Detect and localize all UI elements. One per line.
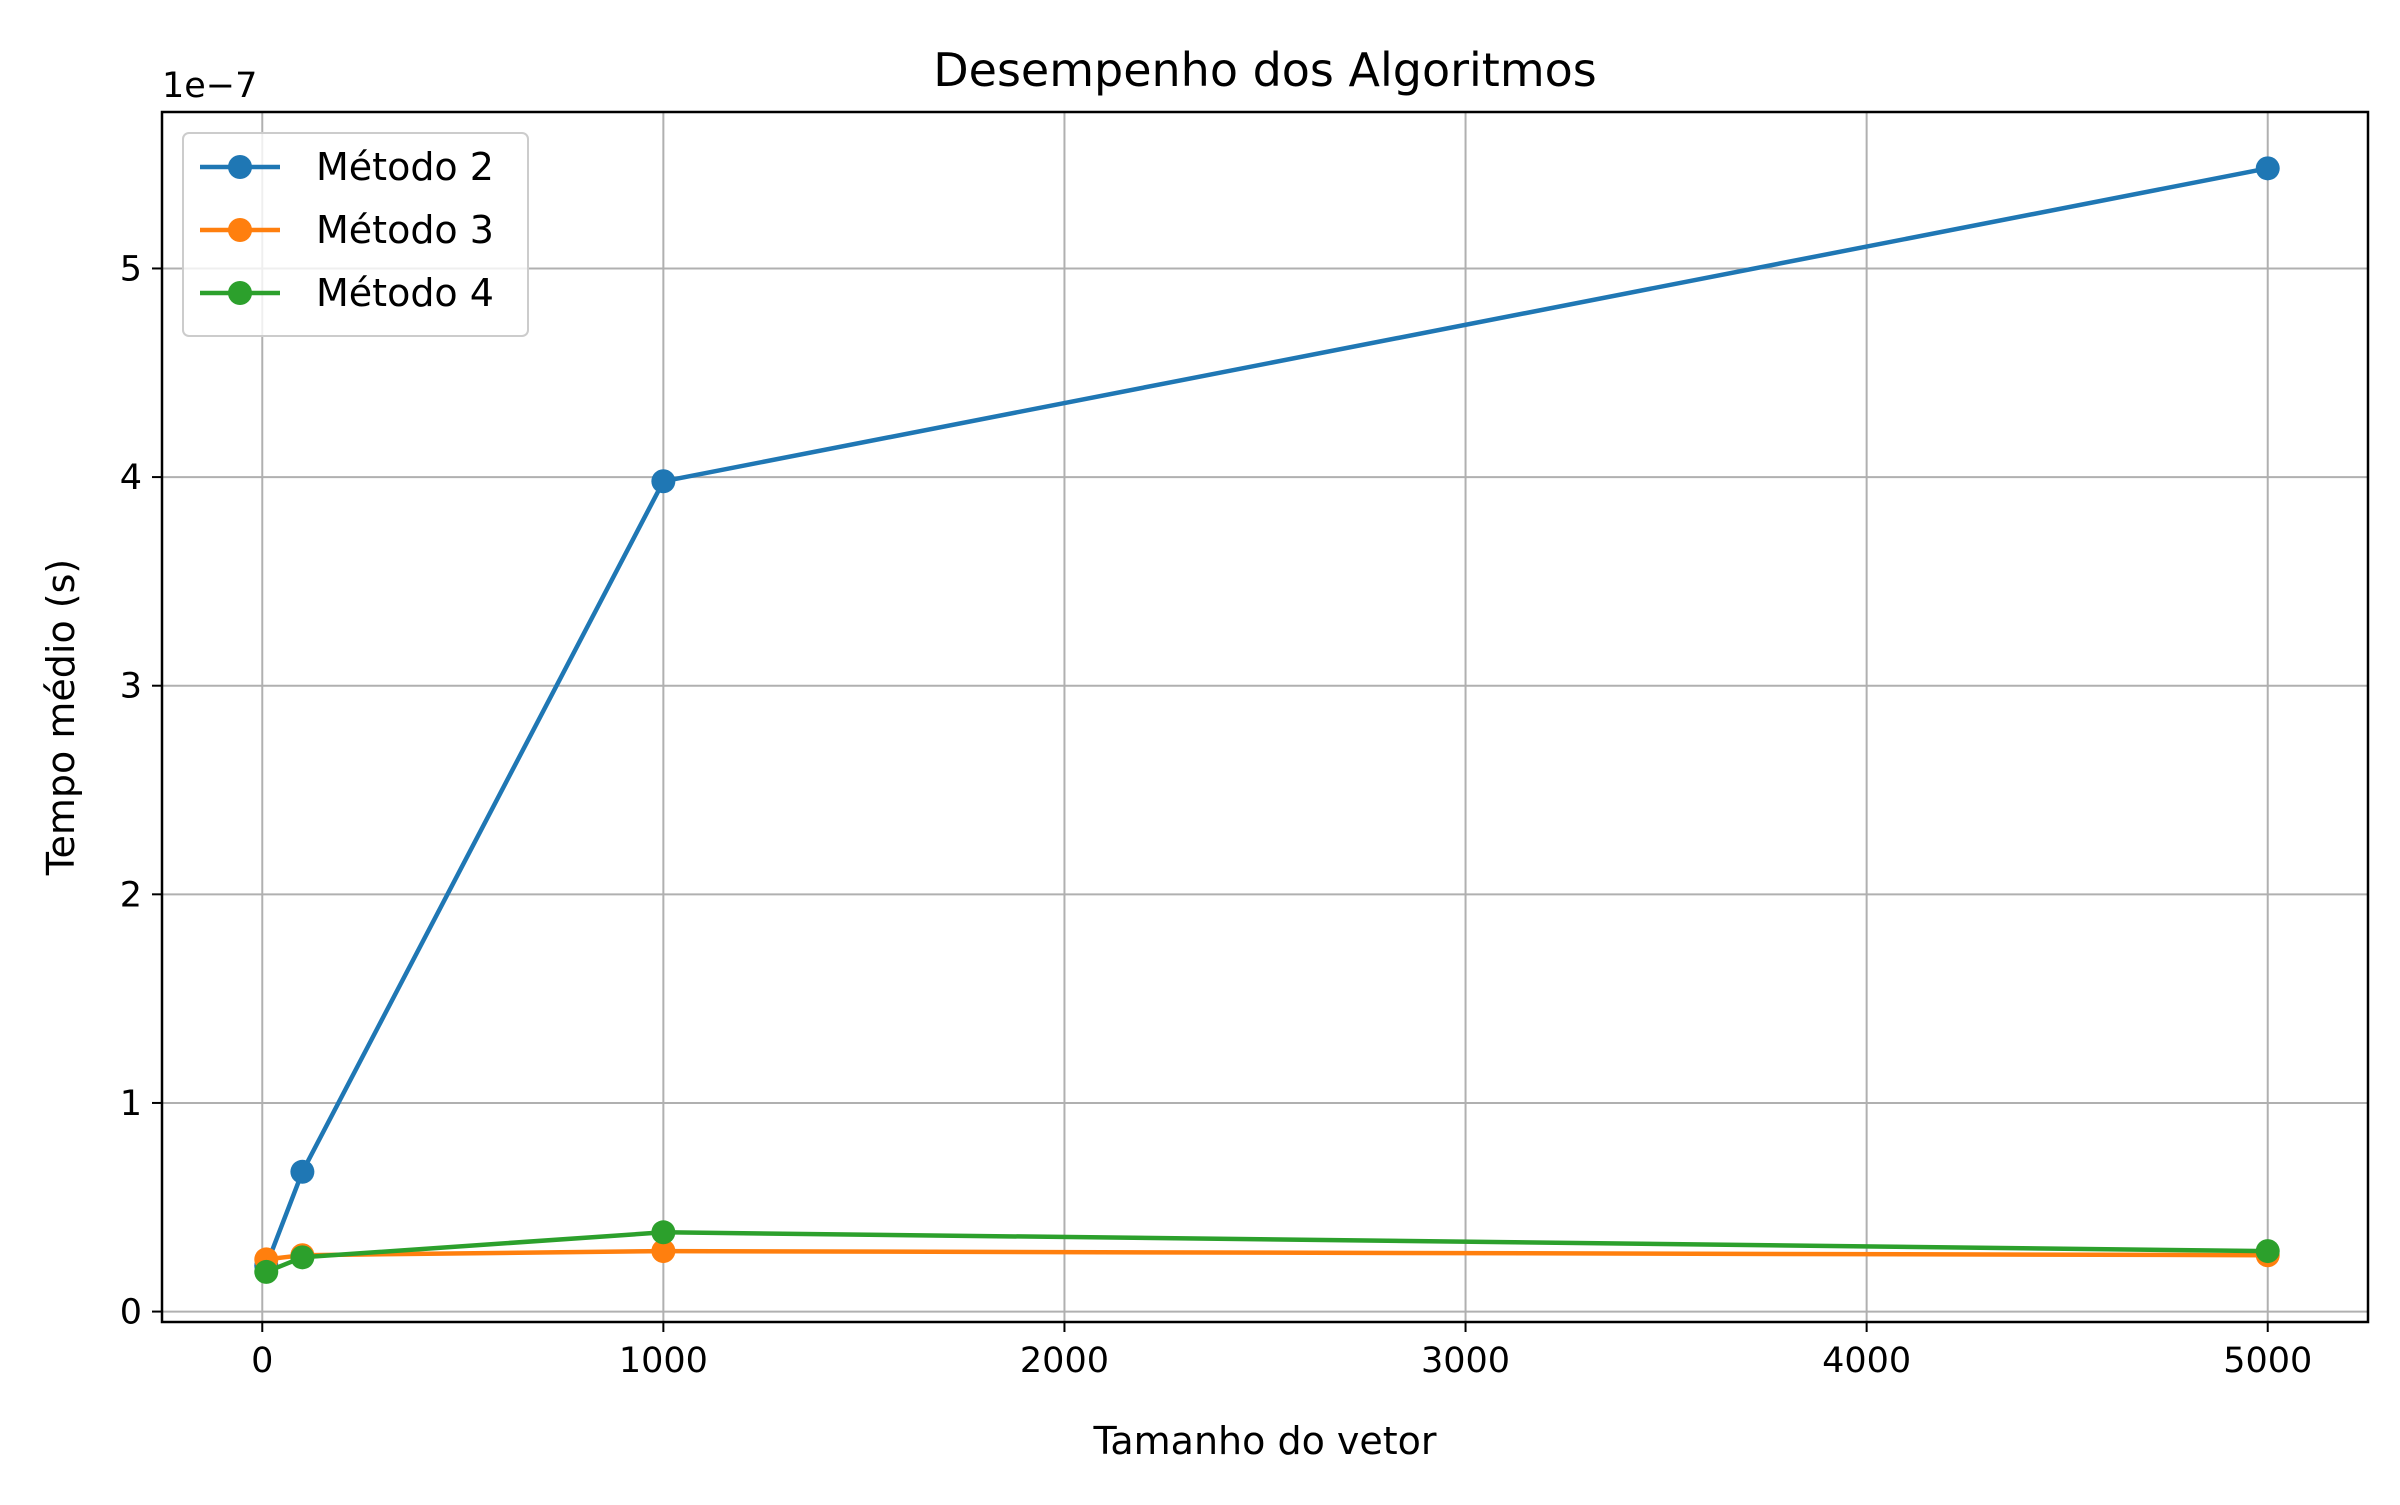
legend-marker <box>228 218 252 242</box>
y-tick-label: 2 <box>120 875 142 915</box>
legend-marker <box>228 281 252 305</box>
x-axis-label: Tamanho do vetor <box>1092 1419 1436 1463</box>
data-point <box>290 1245 315 1270</box>
data-point <box>651 469 676 494</box>
data-point <box>2255 156 2280 181</box>
y-tick-label: 1 <box>120 1084 142 1124</box>
x-tick-label: 0 <box>251 1341 273 1381</box>
legend: Método 2 Método 3 Método 4 <box>182 132 529 337</box>
legend-label: Método 2 <box>316 145 494 189</box>
data-point <box>290 1159 315 1184</box>
y-axis-offset-label: 1e−7 <box>162 66 257 106</box>
x-tick-label: 2000 <box>1020 1341 1109 1381</box>
y-tick-label: 3 <box>120 667 142 707</box>
x-tick-label: 1000 <box>619 1341 708 1381</box>
grid <box>162 112 2368 1322</box>
legend-marker <box>228 155 252 179</box>
legend-label: Método 3 <box>316 208 494 252</box>
data-point <box>2255 1239 2280 1264</box>
data-point <box>254 1259 279 1284</box>
chart-title: Desempenho dos Algoritmos <box>933 43 1597 97</box>
x-tick-label: 3000 <box>1421 1341 1510 1381</box>
y-tick-label: 5 <box>120 249 142 289</box>
series-3 <box>254 1220 2280 1284</box>
series-line <box>264 166 2269 1267</box>
y-tick-label: 4 <box>120 458 142 498</box>
x-tick-label: 5000 <box>2223 1341 2312 1381</box>
legend-box <box>182 132 529 337</box>
y-axis-label: Tempo médio (s) <box>39 559 83 876</box>
series-line <box>265 1230 2268 1274</box>
series-line <box>266 1248 2268 1262</box>
data-point <box>651 1220 676 1245</box>
series-layer <box>254 156 2280 1284</box>
axis-ticks: 0 1000 2000 3000 4000 5000 0 1 2 3 4 5 <box>120 249 2313 1381</box>
x-tick-label: 4000 <box>1822 1341 1911 1381</box>
data-point <box>651 1239 676 1264</box>
plot-frame <box>160 110 2370 1324</box>
y-tick-label: 0 <box>120 1293 142 1333</box>
legend-label: Método 4 <box>316 271 494 315</box>
